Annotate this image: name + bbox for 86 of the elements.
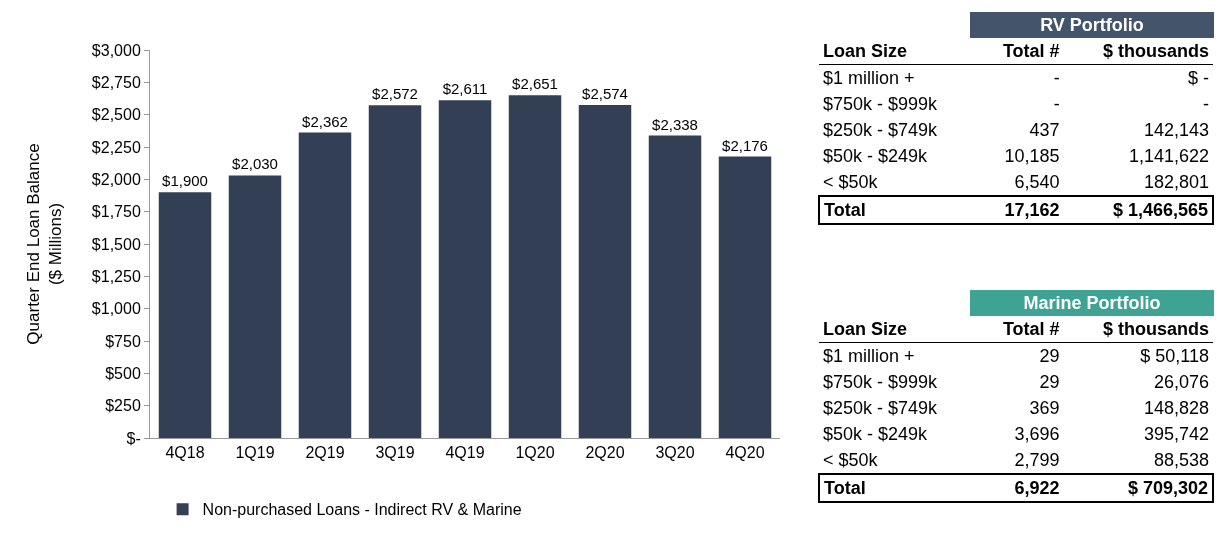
y-tick-label: $2,750 — [91, 73, 141, 91]
text: 6,540 — [1014, 171, 1060, 192]
text: 29 — [1039, 371, 1060, 392]
bar — [158, 192, 212, 438]
category-label: $ thousands — [1063, 38, 1213, 65]
text: 88,538 — [1153, 449, 1209, 470]
text: 17,162 — [1004, 199, 1060, 220]
x-tick-label: 2Q20 — [585, 444, 625, 462]
bar — [578, 105, 632, 438]
text: $750k - $999k — [823, 371, 938, 392]
text: 29 — [1039, 345, 1060, 366]
text: $50k - $249k — [823, 145, 928, 166]
text: Total — [824, 477, 866, 498]
x-tick-label: 3Q19 — [375, 444, 415, 462]
text: 395,742 — [1143, 423, 1209, 444]
y-tick-label: $1,250 — [91, 267, 141, 285]
text: $ 709,302 — [1127, 477, 1208, 498]
text: $750k - $999k — [823, 93, 938, 114]
text: $ 1,466,565 — [1112, 199, 1208, 220]
text: 369 — [1029, 397, 1060, 418]
y-tick-label: $- — [126, 429, 141, 447]
text: 437 — [1029, 119, 1060, 140]
x-tick-label: 4Q18 — [165, 444, 205, 462]
text: 10,185 — [1004, 145, 1060, 166]
text: 2,799 — [1014, 449, 1060, 470]
text: $1 million + — [823, 67, 915, 88]
bar — [298, 132, 352, 438]
text: - — [1053, 93, 1060, 114]
data-label: $2,176 — [722, 136, 768, 154]
text: 1,141,622 — [1128, 145, 1209, 166]
x-tick-label: 4Q19 — [445, 444, 485, 462]
y-tick-label: $2,000 — [91, 170, 141, 188]
bar — [648, 135, 702, 438]
text: - — [1053, 67, 1060, 88]
data-label: $2,362 — [302, 112, 348, 130]
text: < $50k — [823, 449, 878, 470]
text: $250k - $749k — [823, 397, 938, 418]
text: 26,076 — [1153, 371, 1209, 392]
bar — [228, 175, 282, 438]
category-label: Total # — [978, 38, 1064, 65]
y-tick-label: $3,000 — [91, 41, 141, 59]
text: Total — [824, 199, 866, 220]
text: $50k - $249k — [823, 423, 928, 444]
category-label: Loan Size — [819, 38, 979, 65]
x-tick-label: 1Q20 — [515, 444, 555, 462]
text: $ - — [1187, 67, 1209, 88]
text: 6,922 — [1014, 477, 1060, 498]
y-tick-label: $2,500 — [91, 106, 141, 124]
data-label: $2,574 — [582, 85, 628, 103]
text: 148,828 — [1143, 397, 1209, 418]
bar — [508, 95, 562, 438]
data-label: $1,900 — [162, 172, 208, 190]
category-label: Total # — [978, 316, 1064, 343]
text: $250k - $749k — [823, 119, 938, 140]
x-tick-label: 4Q20 — [725, 444, 765, 462]
data-label: $2,572 — [372, 85, 418, 103]
y-tick-label: $2,250 — [91, 138, 141, 156]
data-label: $2,651 — [512, 75, 558, 93]
x-tick-label: 2Q19 — [305, 444, 345, 462]
text: RV Portfolio — [970, 12, 1214, 38]
text: < $50k — [823, 171, 878, 192]
bar — [718, 156, 772, 438]
text: - — [1203, 93, 1209, 114]
y-tick-label: $250 — [105, 397, 141, 415]
data-label: $2,338 — [652, 115, 698, 133]
text: Marine Portfolio — [970, 290, 1214, 316]
bar — [438, 100, 492, 438]
text: 142,143 — [1143, 119, 1209, 140]
y-tick-label: $500 — [105, 364, 141, 382]
y-tick-label: $1,750 — [91, 203, 141, 221]
bar — [368, 105, 422, 438]
data-label: $2,030 — [232, 155, 278, 173]
x-tick-label: 1Q19 — [235, 444, 275, 462]
text: 182,801 — [1143, 171, 1209, 192]
category-label: Loan Size — [819, 316, 979, 343]
text: $ 50,118 — [1140, 345, 1209, 366]
y-tick-label: $1,000 — [91, 300, 141, 318]
data-label: $2,611 — [442, 80, 488, 98]
y-axis-title: Quarter End Loan Balance ($ Millions) — [24, 143, 66, 345]
y-tick-label: $750 — [105, 332, 141, 350]
legend-label: Non-purchased Loans - Indirect RV & Marine — [202, 501, 522, 519]
y-tick-label: $1,500 — [91, 235, 141, 253]
x-tick-label: 3Q20 — [655, 444, 695, 462]
category-label: $ thousands — [1063, 316, 1213, 343]
text: 3,696 — [1014, 423, 1060, 444]
text: $1 million + — [823, 345, 915, 366]
